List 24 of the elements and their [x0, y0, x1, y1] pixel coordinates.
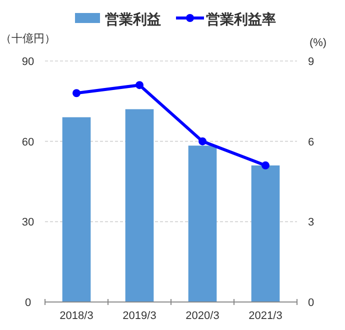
y2-tick-label: 0: [308, 297, 314, 309]
bar: [188, 146, 217, 302]
y-tick-label: 30: [22, 216, 34, 229]
y-tick-label: 90: [22, 56, 34, 68]
x-tick-label: 2018/3: [60, 310, 94, 322]
legend-label: 営業利益率: [206, 11, 276, 27]
bar: [251, 165, 280, 302]
point: [198, 137, 206, 146]
legend-label: 営業利益: [105, 11, 161, 27]
x-tick-label: 2021/3: [248, 310, 282, 322]
x-tick-label: 2019/3: [122, 310, 156, 322]
y2-axis-title: (%): [309, 37, 327, 49]
y2-tick-label: 9: [308, 56, 314, 68]
x-tick-label: 2020/3: [186, 310, 220, 322]
y2-tick-label: 6: [308, 136, 314, 148]
y-axis-title: （十億円）: [0, 32, 56, 45]
bar: [125, 109, 154, 302]
point: [72, 89, 80, 98]
y-tick-label: 0: [24, 297, 32, 309]
point: [262, 161, 270, 170]
y2-tick-label: 3: [308, 216, 314, 229]
point: [136, 81, 144, 90]
y-tick-label: 60: [22, 136, 34, 148]
bar: [62, 117, 91, 302]
